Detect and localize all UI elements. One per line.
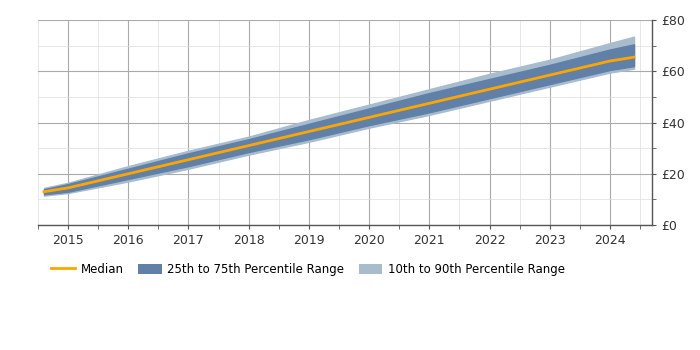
Legend: Median, 25th to 75th Percentile Range, 10th to 90th Percentile Range: Median, 25th to 75th Percentile Range, 1…: [46, 258, 570, 281]
